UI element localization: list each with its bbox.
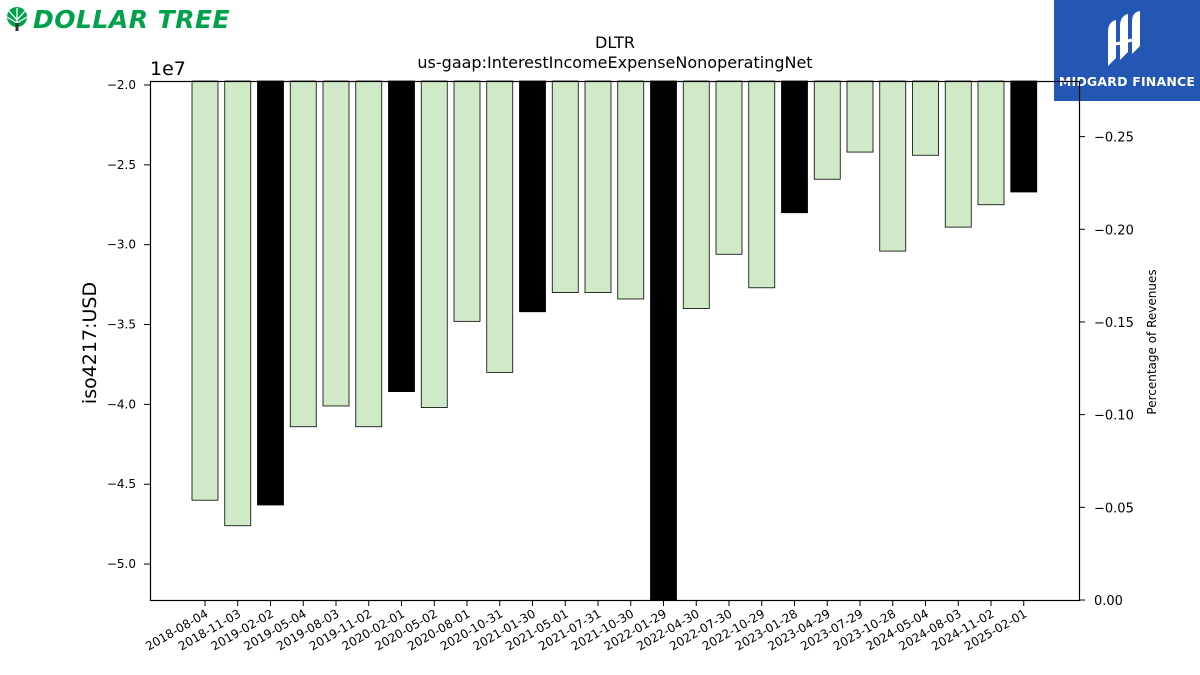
chart-title: DLTR (595, 33, 635, 52)
y-tick-label: −2.5 (107, 158, 136, 172)
bar (519, 80, 546, 313)
bar (650, 80, 677, 601)
bar (682, 80, 710, 309)
plot-frame (149, 80, 1081, 602)
bar (1010, 80, 1038, 193)
y2-tick-label: −0.05 (1094, 501, 1134, 516)
midgard-finance-wordmark: MIDGARD FINANCE (1058, 74, 1196, 89)
y2-tick-label: −0.25 (1094, 131, 1134, 146)
bar (355, 80, 383, 428)
y-tick-label: −5.0 (107, 557, 136, 571)
bar (977, 80, 1005, 206)
bar (420, 80, 448, 408)
bar (584, 80, 612, 293)
midgard-emblem-icon (1108, 11, 1140, 66)
bar (781, 80, 808, 214)
y2-tick-label: −0.20 (1094, 223, 1134, 238)
y-tick-label: −3.5 (107, 318, 136, 332)
y2-axis-ticks: −0.25 −0.20 −0.15 −0.10 −0.05 0.00 (1079, 131, 1134, 609)
bars-group (191, 80, 1038, 601)
tree-icon (6, 7, 28, 31)
bar (388, 80, 415, 393)
bar (879, 80, 907, 252)
bar (486, 80, 514, 373)
dollar-tree-wordmark: DOLLAR TREE (33, 4, 231, 34)
bar (191, 80, 219, 501)
y-axis-ticks: −2.0 −2.5 −3.0 −3.5 −4.0 −4.5 −5.0 (107, 78, 150, 571)
bar (322, 80, 350, 407)
y2-tick-label: 0.00 (1094, 594, 1123, 609)
bar (912, 80, 939, 156)
bar (813, 80, 841, 180)
bar (257, 80, 284, 506)
dollar-tree-logo: DOLLAR TREE (4, 4, 230, 34)
midgard-finance-logo: MIDGARD FINANCE (1054, 0, 1200, 101)
chart-subtitle: us-gaap:InterestIncomeExpenseNonoperatin… (417, 53, 812, 72)
y-tick-label: −2.0 (107, 78, 136, 92)
bar (715, 80, 743, 255)
y-tick-label: −4.0 (107, 397, 136, 411)
x-axis-ticks: 2018-08-042018-11-032019-02-022019-05-04… (143, 600, 1029, 653)
y2-axis-label: Percentage of Revenues (1145, 269, 1159, 414)
y-axis-label: iso4217:USD (79, 282, 101, 404)
y2-tick-label: −0.10 (1094, 409, 1134, 424)
y-tick-label: −4.5 (107, 477, 136, 491)
bar (944, 80, 972, 228)
bar (551, 80, 579, 293)
y2-tick-label: −0.15 (1094, 316, 1134, 331)
bar (224, 80, 252, 527)
y-tick-label: −3.0 (107, 238, 136, 252)
bar (289, 80, 317, 428)
y-axis-offset-label: 1e7 (150, 58, 186, 80)
bar (748, 80, 776, 289)
bar (846, 80, 874, 153)
bar (453, 80, 481, 322)
bar (617, 80, 645, 300)
